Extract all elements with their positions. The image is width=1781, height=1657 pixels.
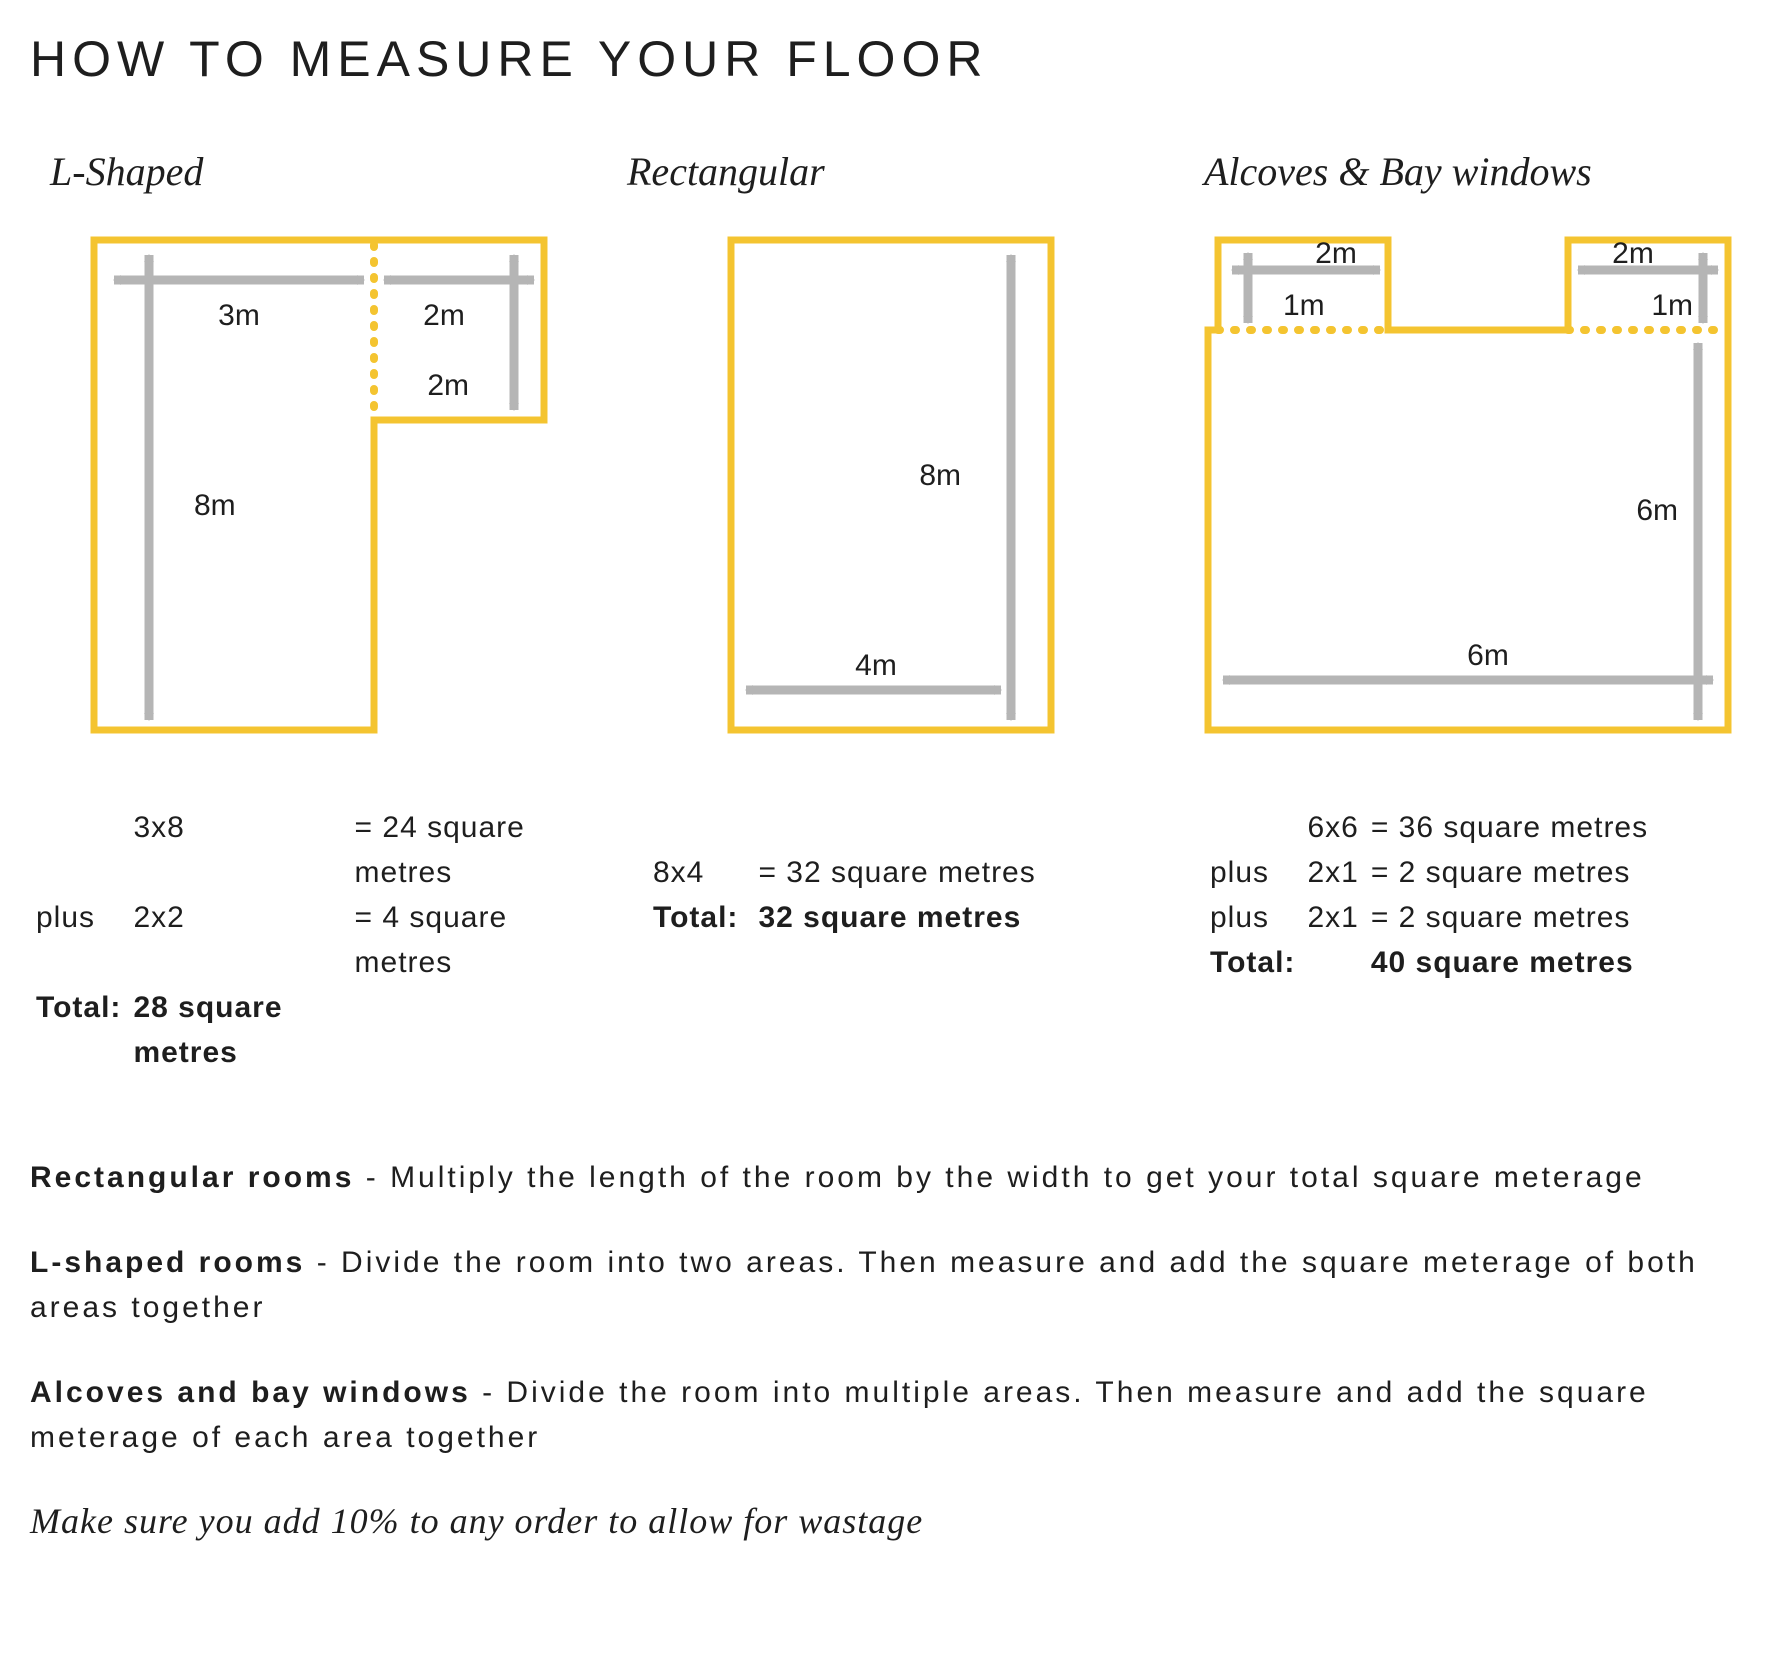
desc-rect-lead: Rectangular rooms [30, 1161, 354, 1194]
calc-lshaped-pfx-1: plus [30, 895, 127, 985]
calc-lshaped: 3x8 = 24 square metres plus 2x2 = 4 squa… [30, 805, 577, 1075]
lshaped-dim-2m-w: 2m [423, 299, 465, 332]
calc-alcove-res-1: = 2 square metres [1365, 850, 1654, 895]
desc-alcove: Alcoves and bay windows - Divide the roo… [30, 1370, 1751, 1460]
page-title: HOW TO MEASURE YOUR FLOOR [30, 30, 1751, 88]
desc-lshaped-lead: L-shaped rooms [30, 1246, 305, 1279]
alcove-dim-6m-v: 6m [1636, 494, 1678, 527]
calc-rect-eq-0: 8x4 [647, 850, 744, 895]
alcove-svg: 2m 1m 2m 1m 6m 6m [1188, 225, 1748, 745]
calc-lshaped-res-1: = 4 square metres [349, 895, 577, 985]
diagrams-row: L-Shaped 3m 2m 2m [30, 148, 1751, 745]
calc-alcove-total-value: 40 square metres [1365, 940, 1654, 985]
rect-dim-4m: 4m [855, 649, 897, 682]
calc-alcove-pfx-0 [1204, 805, 1301, 850]
diagram-lshaped: L-Shaped 3m 2m 2m [30, 148, 597, 745]
desc-rect: Rectangular rooms - Multiply the length … [30, 1155, 1751, 1200]
calc-alcove-pfx-2: plus [1204, 895, 1301, 940]
lshaped-dim-8m: 8m [194, 489, 236, 522]
lshaped-svg: 3m 2m 2m 8m [74, 225, 554, 745]
alcove-dim-1m-b: 1m [1651, 289, 1693, 322]
calc-alcove-pfx-1: plus [1204, 850, 1301, 895]
calc-lshaped-eq-1: 2x2 [127, 895, 348, 985]
calculations-row: 3x8 = 24 square metres plus 2x2 = 4 squa… [30, 805, 1751, 1075]
calc-rect-total-value: 32 square metres [744, 895, 1041, 940]
lshaped-dim-2m-h: 2m [427, 369, 469, 402]
alcove-dim-1m-a: 1m [1283, 289, 1325, 322]
calc-lshaped-pfx-0 [30, 805, 127, 895]
diagram-alcove: Alcoves & Bay windows 2m 1m 2m [1184, 148, 1751, 745]
alcove-dim-2m-b: 2m [1612, 237, 1654, 270]
calc-lshaped-total-value: 28 square metres [127, 985, 348, 1075]
calc-lshaped-eq-0: 3x8 [127, 805, 348, 895]
calc-rect-total-label: Total: [647, 895, 744, 940]
diagram-alcove-label: Alcoves & Bay windows [1204, 148, 1592, 195]
rect-dim-8m: 8m [919, 459, 961, 492]
diagram-rect-label: Rectangular [627, 148, 825, 195]
calc-alcove-total-label: Total: [1204, 940, 1301, 985]
calc-alcove-eq-0: 6x6 [1301, 805, 1364, 850]
calc-lshaped-total-label: Total: [30, 985, 127, 1075]
calc-rect: 8x4 = 32 square metres Total: 32 square … [587, 805, 1194, 1075]
calc-alcove-res-2: = 2 square metres [1365, 895, 1654, 940]
desc-lshaped: L-shaped rooms - Divide the room into tw… [30, 1240, 1751, 1330]
lshaped-dim-3m: 3m [218, 299, 260, 332]
calc-lshaped-res-0: = 24 square metres [349, 805, 577, 895]
calc-rect-res-0: = 32 square metres [744, 850, 1041, 895]
alcove-dim-6m-h: 6m [1467, 639, 1509, 672]
rect-svg: 8m 4m [711, 225, 1071, 745]
calc-alcove-eq-2: 2x1 [1301, 895, 1364, 940]
alcove-dim-2m-a: 2m [1315, 237, 1357, 270]
footer-note: Make sure you add 10% to any order to al… [30, 1500, 1751, 1542]
diagram-rect: Rectangular 8m 4m [607, 148, 1174, 745]
diagram-lshaped-label: L-Shaped [50, 148, 203, 195]
calc-alcove: 6x6 = 36 square metres plus 2x1 = 2 squa… [1204, 805, 1751, 1075]
desc-alcove-lead: Alcoves and bay windows [30, 1376, 471, 1409]
desc-rect-body: - Multiply the length of the room by the… [354, 1161, 1644, 1194]
calc-alcove-eq-1: 2x1 [1301, 850, 1364, 895]
calc-alcove-res-0: = 36 square metres [1365, 805, 1654, 850]
